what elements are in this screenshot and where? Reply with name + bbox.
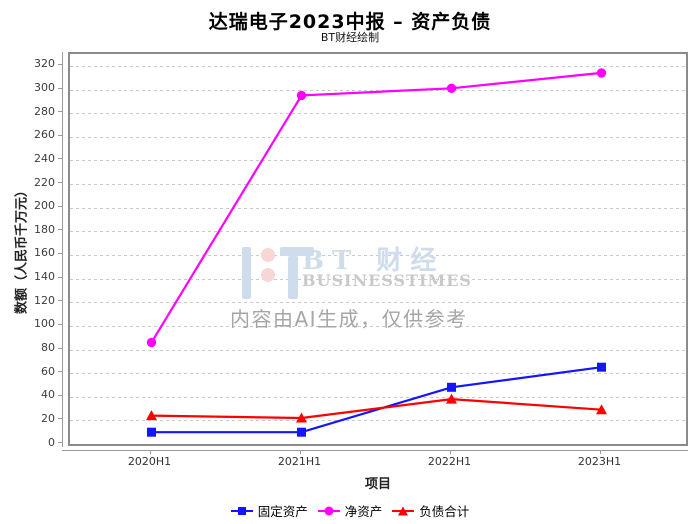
y-tick-label: 20 xyxy=(41,411,55,425)
gridline xyxy=(70,160,686,162)
legend-square-icon xyxy=(230,505,253,517)
gridline xyxy=(70,278,686,280)
x-tick-label: 2021H1 xyxy=(277,455,322,468)
chart-subtitle: BT财经绘制 xyxy=(320,31,380,44)
gridline xyxy=(70,207,686,209)
legend-marker-circle xyxy=(324,506,334,515)
brand-logo-bar-icon xyxy=(242,247,251,299)
series-line-净资产 xyxy=(150,71,602,343)
series-marker-负债合计 xyxy=(146,410,157,421)
brand-logo-dot-icon xyxy=(261,268,275,282)
gridline xyxy=(70,65,686,67)
gridline xyxy=(70,184,686,185)
legend-marker-triangle xyxy=(398,506,409,515)
y-tick-label: 80 xyxy=(41,341,55,354)
gridline xyxy=(70,349,686,351)
chart-title: 达瑞电子2023中报 – 资产负债 xyxy=(208,11,492,33)
y-tick-label: 100 xyxy=(34,317,55,331)
y-tick-label: 320 xyxy=(34,57,55,71)
series-marker-负债合计 xyxy=(446,393,457,404)
y-tick-label: 0 xyxy=(48,435,55,449)
y-tick-label: 280 xyxy=(34,104,55,118)
y-tick-label: 40 xyxy=(41,388,55,402)
gridline xyxy=(70,89,686,91)
series-line-固定资产 xyxy=(151,366,602,434)
watermark-disclaimer: 内容由AI生成，仅供参考 xyxy=(230,307,468,331)
watermark-brand-cn: BT 财经 xyxy=(302,246,445,276)
brand-logo-dot-icon xyxy=(261,248,275,262)
gridline xyxy=(70,420,686,422)
x-tick-label: 2023H1 xyxy=(577,455,622,468)
legend-item: 净资产 xyxy=(317,501,383,520)
series-marker-负债合计 xyxy=(296,412,307,423)
gridline xyxy=(70,396,686,398)
series-line-负债合计 xyxy=(151,397,602,420)
gridline xyxy=(70,136,686,138)
series-marker-固定资产 xyxy=(447,382,456,392)
legend-item: 固定资产 xyxy=(230,501,308,520)
legend-label: 净资产 xyxy=(344,504,383,519)
y-tick-label: 300 xyxy=(34,81,55,94)
series-marker-净资产 xyxy=(146,337,157,348)
legend-marker-square xyxy=(237,506,246,515)
series-marker-固定资产 xyxy=(297,427,306,437)
series-plot xyxy=(146,68,607,437)
gridline xyxy=(70,231,686,233)
watermark-brand-en: BUSINESSTIMES xyxy=(302,271,472,290)
watermark: BT 财经 BUSINESSTIMES 内容由AI生成，仅供参考 xyxy=(70,54,686,444)
legend: 固定资产 净资产 负债合计 xyxy=(0,501,700,520)
y-axis-label: 数额（人民币千万元） xyxy=(14,183,30,315)
x-tick-label: 2020H1 xyxy=(127,455,172,468)
y-tick-label: 240 xyxy=(34,151,55,165)
series-marker-净资产 xyxy=(296,90,307,101)
y-tick-label: 60 xyxy=(41,364,55,378)
y-axis-line xyxy=(62,52,63,447)
legend-label: 负债合计 xyxy=(419,504,470,519)
plot-area: BT 财经 BUSINESSTIMES 内容由AI生成，仅供参考 xyxy=(68,52,688,446)
series-marker-净资产 xyxy=(446,83,457,93)
series-marker-固定资产 xyxy=(147,427,156,437)
gridline xyxy=(70,113,686,115)
gridline xyxy=(70,325,686,327)
x-axis-label: 项目 xyxy=(364,477,392,492)
brand-logo-t-stem-icon xyxy=(288,256,298,299)
legend-label: 固定资产 xyxy=(257,504,308,519)
legend-circle-icon xyxy=(317,505,340,517)
series-marker-固定资产 xyxy=(597,362,606,372)
gridline xyxy=(70,254,686,256)
legend-item: 负债合计 xyxy=(392,501,469,520)
x-axis-line xyxy=(62,450,688,451)
gridline xyxy=(70,373,686,375)
legend-triangle-icon xyxy=(392,505,415,517)
x-tick-label: 2022H1 xyxy=(427,455,472,468)
gridline xyxy=(70,302,686,304)
y-tick-label: 260 xyxy=(34,128,55,142)
brand-logo-t-bar-icon xyxy=(280,247,314,256)
series-marker-净资产 xyxy=(596,68,607,78)
series-marker-负债合计 xyxy=(596,404,607,415)
